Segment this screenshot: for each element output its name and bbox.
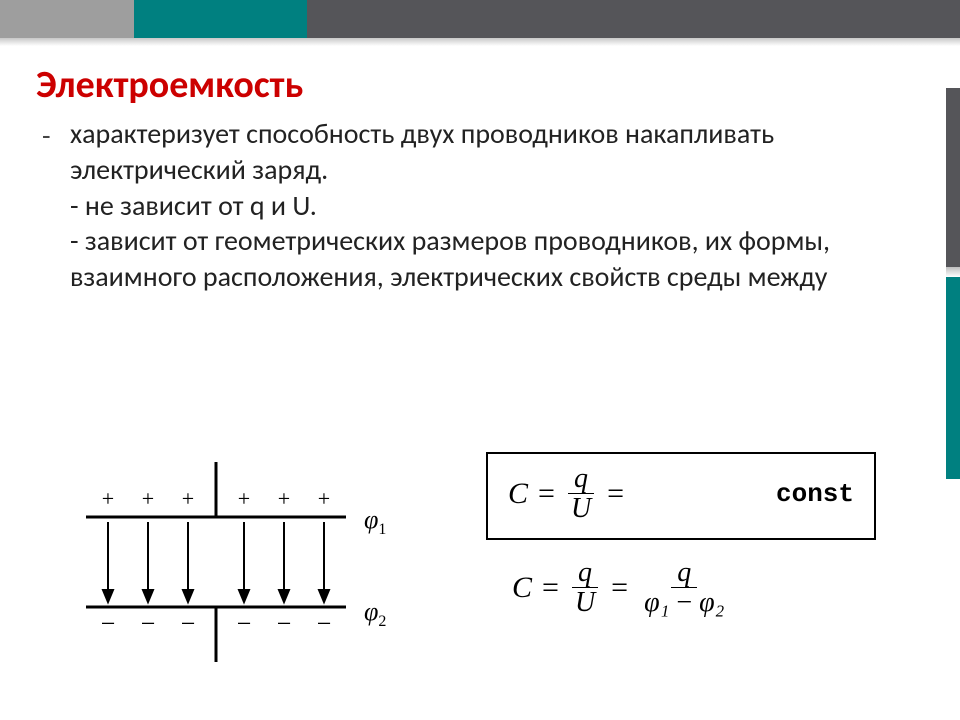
sym-U: U — [565, 494, 597, 523]
svg-text:−: − — [277, 609, 292, 638]
svg-text:+: + — [278, 486, 290, 511]
svg-text:+: + — [182, 486, 194, 511]
formula-c-equals-q-over-u-const: C = q U = const — [508, 464, 854, 524]
right-accent-shadow — [946, 267, 960, 277]
point-1: - не зависит от q и U. — [36, 188, 916, 224]
const-label: const — [776, 479, 854, 509]
capacitor-svg: +++ +++ −−− −−− φ1 φ2 — [66, 462, 406, 662]
sym-eq-2: = — [607, 477, 624, 511]
accent-seg-gray — [0, 0, 134, 38]
svg-text:+: + — [318, 486, 330, 511]
figures-row: +++ +++ −−− −−− φ1 φ2 — [36, 452, 916, 702]
sym-C-2: C — [512, 571, 532, 605]
formula-boxed: C = q U = const — [486, 452, 876, 540]
svg-text:φ2: φ2 — [364, 597, 386, 630]
capacitor-diagram: +++ +++ −−− −−− φ1 φ2 — [66, 462, 406, 667]
svg-text:−: − — [237, 609, 252, 638]
right-accent-dark — [946, 88, 960, 267]
slide-title: Электроемкость — [36, 62, 916, 108]
accent-shadow — [0, 38, 960, 46]
slide-content: Электроемкость - характеризует способнос… — [36, 62, 916, 295]
lead-text: характеризует способность двух проводник… — [70, 116, 774, 187]
sym-q-2: q — [572, 558, 598, 588]
lead-paragraph: - характеризует способность двух проводн… — [36, 116, 916, 188]
sym-phi1: φ₁ — [644, 587, 669, 618]
point-2: - зависит от геометрических размеров про… — [36, 223, 916, 295]
sym-q-3: q — [671, 558, 697, 588]
bullet-dash-icon: - — [42, 118, 51, 154]
sym-eq: = — [538, 477, 555, 511]
frac-q-u-2: q U — [569, 558, 601, 618]
svg-text:+: + — [142, 486, 154, 511]
sym-U-2: U — [569, 588, 601, 617]
sym-minus: − — [676, 587, 692, 618]
slide-top-accent — [0, 0, 960, 38]
svg-text:−: − — [141, 609, 156, 638]
accent-seg-dark — [307, 0, 960, 38]
slide-right-accent — [946, 88, 960, 648]
sym-C: C — [508, 477, 528, 511]
svg-text:φ1: φ1 — [364, 505, 386, 538]
svg-text:+: + — [102, 486, 114, 511]
sym-phi2: φ₂ — [699, 587, 724, 618]
accent-seg-teal — [134, 0, 307, 38]
formula-c-equals-q-over-phi-diff: C = q U = q φ₁ − φ₂ — [512, 558, 886, 618]
sym-q: q — [568, 464, 594, 494]
right-accent-teal — [946, 277, 960, 479]
formulas-block: C = q U = const C = q U = q φ — [486, 452, 886, 618]
svg-text:+: + — [238, 486, 250, 511]
frac-q-u: q U — [565, 464, 597, 524]
svg-text:−: − — [317, 609, 332, 638]
phi-diff: φ₁ − φ₂ — [638, 588, 730, 617]
sym-eq-3: = — [542, 571, 559, 605]
frac-q-over-phi: q φ₁ − φ₂ — [638, 558, 730, 618]
svg-text:−: − — [101, 609, 116, 638]
sym-eq-4: = — [611, 571, 628, 605]
svg-text:−: − — [181, 609, 196, 638]
